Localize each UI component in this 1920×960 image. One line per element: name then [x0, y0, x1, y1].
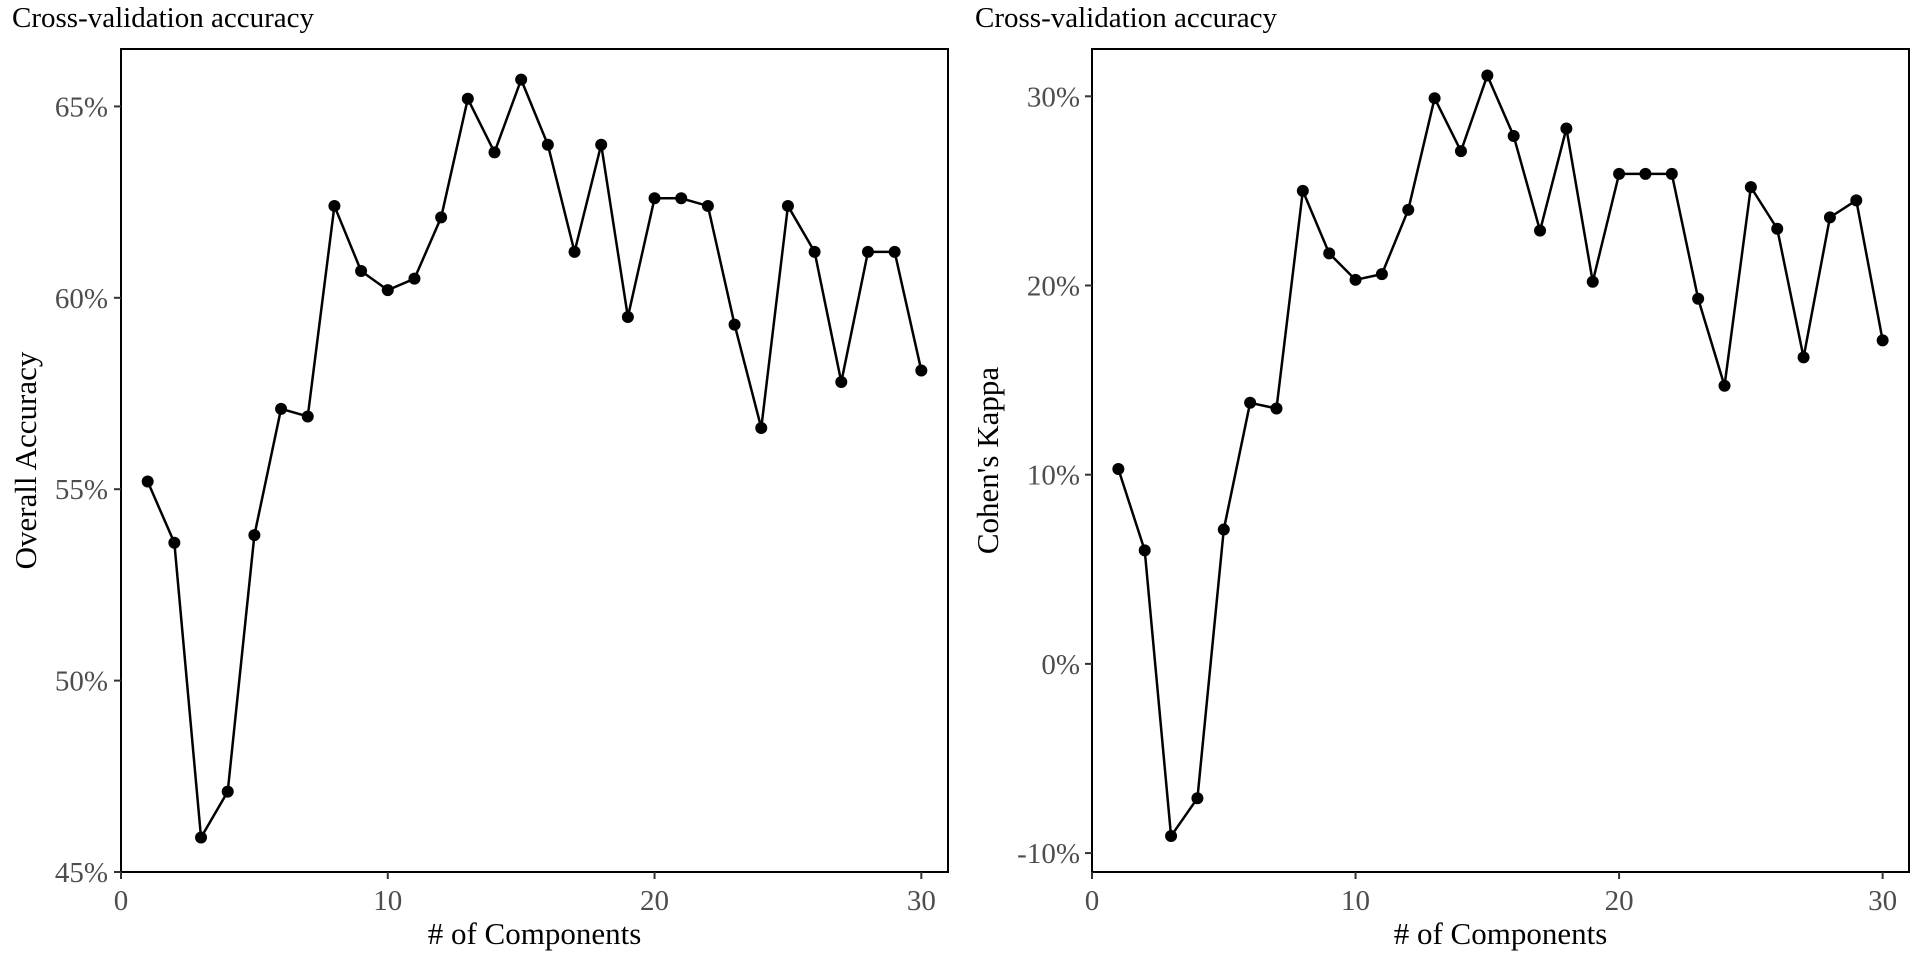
- x-tick-label: 30: [907, 885, 936, 917]
- x-tick-label: 10: [373, 885, 402, 917]
- data-point: [1217, 523, 1230, 536]
- data-point: [488, 146, 501, 159]
- y-tick-label: 10%: [1027, 460, 1080, 492]
- data-point: [1534, 224, 1547, 237]
- x-axis-title: # of Components: [428, 916, 642, 951]
- plot-frame: [120, 48, 949, 873]
- data-point: [808, 245, 821, 258]
- y-tick-label: 65%: [55, 91, 108, 123]
- data-point: [1718, 379, 1731, 392]
- data-point: [621, 310, 634, 323]
- series-line: [1117, 74, 1884, 838]
- data-point: [888, 245, 901, 258]
- x-tick-label: 0: [1085, 885, 1100, 917]
- chart-title: Cross-validation accuracy: [12, 2, 314, 34]
- data-point: [1744, 181, 1757, 194]
- data-point: [1402, 203, 1415, 216]
- y-tick-label: 30%: [1027, 81, 1080, 113]
- data-point: [275, 402, 288, 415]
- y-tick-label: 60%: [55, 283, 108, 315]
- data-point: [861, 245, 874, 258]
- series-line: [146, 78, 923, 839]
- data-point: [1323, 247, 1336, 260]
- data-point: [541, 138, 554, 151]
- data-point: [755, 421, 768, 434]
- data-point: [381, 284, 394, 297]
- data-point: [568, 245, 581, 258]
- data-point: [1613, 167, 1626, 180]
- x-tick-label: 0: [114, 885, 129, 917]
- data-point: [435, 211, 448, 224]
- data-point: [1586, 275, 1599, 288]
- data-point: [701, 199, 714, 212]
- y-tick-label: 20%: [1027, 270, 1080, 302]
- data-point: [1771, 222, 1784, 235]
- data-point: [248, 529, 261, 542]
- chart-title: Cross-validation accuracy: [975, 2, 1277, 34]
- data-point: [328, 199, 341, 212]
- x-tick-label: 20: [640, 885, 669, 917]
- x-axis-title: # of Components: [1394, 916, 1608, 951]
- data-point: [195, 831, 208, 844]
- x-tick-label: 10: [1341, 885, 1370, 917]
- data-point: [1665, 167, 1678, 180]
- data-point: [781, 199, 794, 212]
- x-tick-label: 20: [1605, 885, 1634, 917]
- data-point: [1692, 292, 1705, 305]
- y-tick-label: -10%: [1017, 838, 1080, 870]
- x-tick-label: 30: [1868, 885, 1897, 917]
- kappa-panel: Cross-validation accuracy -10% 0% 10% 20% 30%…: [970, 2, 1910, 951]
- plot-frame: [1091, 48, 1910, 873]
- y-tick-label: 45%: [55, 857, 108, 889]
- data-point: [1823, 211, 1836, 224]
- y-tick-label: 50%: [55, 666, 108, 698]
- data-point: [461, 92, 474, 105]
- data-point: [301, 410, 314, 423]
- y-tick-label: 55%: [55, 474, 108, 506]
- data-point: [835, 376, 848, 389]
- y-axis-title: Overall Accuracy: [8, 351, 43, 569]
- data-point: [728, 318, 741, 331]
- data-point: [1270, 402, 1283, 415]
- y-axis-title: Cohen's Kappa: [970, 367, 1005, 554]
- data-point: [168, 536, 181, 549]
- data-point: [1428, 92, 1441, 105]
- data-point: [1165, 830, 1178, 843]
- data-point: [1481, 69, 1494, 82]
- data-point: [408, 272, 421, 285]
- data-point: [1296, 184, 1309, 197]
- data-point: [1507, 130, 1520, 143]
- data-point: [675, 192, 688, 205]
- data-point: [595, 138, 608, 151]
- data-point: [221, 785, 234, 798]
- data-point: [915, 364, 928, 377]
- data-point: [1375, 268, 1388, 281]
- data-point: [355, 265, 368, 278]
- data-point: [1639, 167, 1652, 180]
- data-point: [1244, 396, 1257, 409]
- data-point: [1850, 194, 1863, 207]
- data-point: [515, 73, 528, 86]
- data-point: [141, 475, 154, 488]
- data-point: [1191, 792, 1204, 805]
- data-point: [1454, 145, 1467, 158]
- data-point: [1797, 351, 1810, 364]
- data-point: [648, 192, 661, 205]
- data-point: [1560, 122, 1573, 135]
- data-point: [1138, 544, 1151, 557]
- data-point: [1112, 463, 1125, 476]
- y-tick-label: 0%: [1041, 649, 1080, 681]
- data-point: [1349, 273, 1362, 286]
- accuracy-panel: Cross-validation accuracy 45% 50% 55% 60% 65%…: [8, 2, 949, 951]
- data-point: [1876, 334, 1889, 347]
